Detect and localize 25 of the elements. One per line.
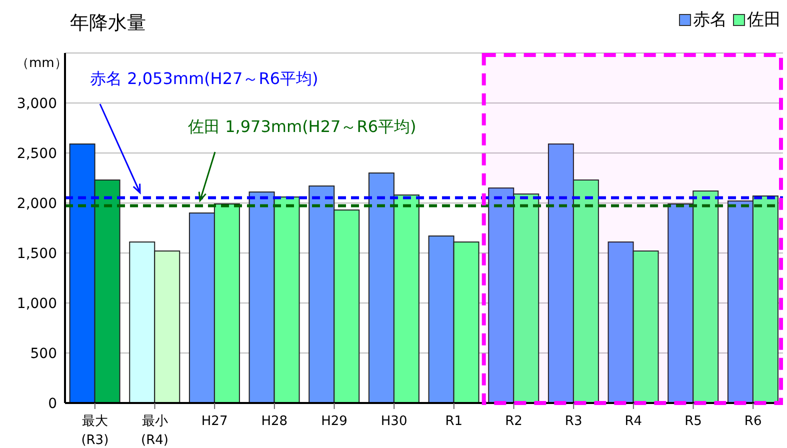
x-tick-label: H29 [321, 414, 348, 429]
x-tick-label: 最大 (R3) [81, 414, 109, 448]
x-tick-label: R2 [505, 414, 522, 429]
x-tick-label: H30 [380, 414, 408, 429]
y-tick-label: 1,000 [16, 296, 57, 312]
ref-line-label: 佐田 1,973mm(H27～R6平均) [188, 117, 416, 138]
y-tick-label: 2,000 [16, 196, 57, 212]
x-tick-label: R1 [445, 414, 463, 429]
y-tick-label: 1,500 [16, 246, 57, 262]
legend-label: 佐田 [746, 9, 781, 31]
x-tick-label: H28 [261, 414, 288, 429]
x-tick-label: R6 [744, 414, 762, 429]
x-tick-label: 最小 (R4) [141, 414, 168, 448]
x-tick-label: R5 [684, 414, 702, 429]
x-tick-label: R4 [624, 414, 642, 429]
x-tick-label: R3 [564, 414, 582, 429]
y-tick-label: 0 [48, 396, 57, 412]
y-tick-label: 500 [30, 346, 57, 362]
y-axis-title: （mm） [16, 55, 68, 72]
y-tick-label: 2,500 [16, 146, 57, 162]
ref-line-label: 赤名 2,053mm(H27～R6平均) [90, 69, 318, 90]
x-tick-label: H27 [201, 414, 228, 429]
chart-title: 年降水量 [70, 11, 146, 36]
y-tick-label: 3,000 [16, 96, 57, 112]
legend-label: 赤名 [692, 9, 727, 31]
